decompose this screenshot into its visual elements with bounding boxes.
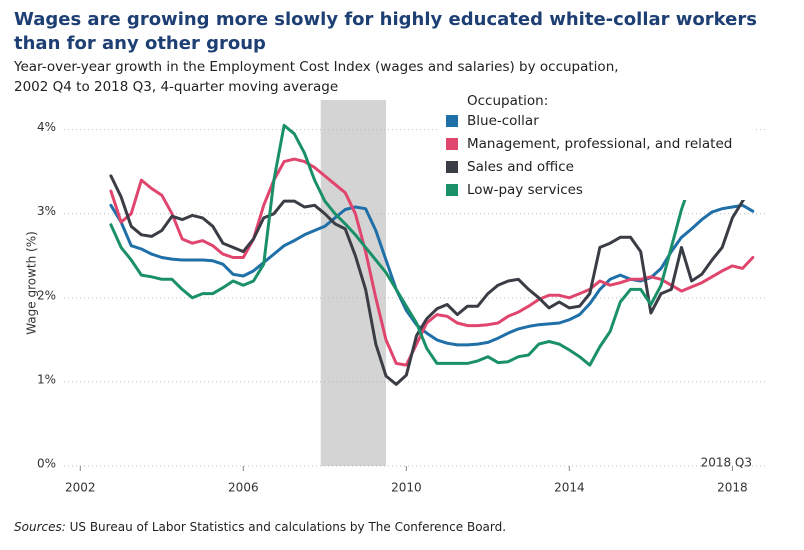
chart-subtitle: 2002 Q4 to 2018 Q3, 4-quarter moving ave… <box>14 79 338 95</box>
chart-title: Wages are growing more slowly for highly… <box>14 9 757 30</box>
legend-label: Blue-collar <box>467 113 539 129</box>
chart-title: than for any other group <box>14 33 266 54</box>
legend-swatch <box>446 184 458 196</box>
y-tick-label: 1% <box>37 372 56 386</box>
source-text: US Bureau of Labor Statistics and calcul… <box>70 520 506 534</box>
chart-subtitle: Year-over-year growth in the Employment … <box>13 59 619 75</box>
x-tick-label: 2018 <box>717 481 748 495</box>
y-tick-label: 0% <box>37 457 56 471</box>
y-tick-label: 4% <box>37 120 56 134</box>
legend-swatch <box>446 138 458 150</box>
source-label: Sources: <box>14 520 66 534</box>
y-tick-label: 3% <box>37 204 56 218</box>
legend-swatch <box>446 115 458 127</box>
x-tick-label: 2010 <box>391 481 422 495</box>
legend-title: Occupation: <box>467 93 548 109</box>
legend-swatch <box>446 161 458 173</box>
plot-area: 0% 1% 2% 3% 4% 2002 2006 2010 2014 2018 2018 Q3 Occ… <box>37 88 765 495</box>
legend-background <box>440 88 756 200</box>
legend-label: Management, professional, and related <box>467 136 732 152</box>
legend-label: Sales and office <box>467 159 574 175</box>
source: Sources: US Bureau of Labor Statistics a… <box>14 520 506 534</box>
y-tick-label: 2% <box>37 288 56 302</box>
series-line <box>109 123 755 367</box>
x-tick-label: 2002 <box>65 481 96 495</box>
x-tick-label: 2014 <box>554 481 585 495</box>
y-axis-label: Wage growth (%) <box>25 231 39 335</box>
series-line <box>109 174 755 386</box>
legend: Occupation: Blue-collar Management, profes… <box>440 88 756 200</box>
series-line <box>109 203 755 347</box>
recession-shade <box>320 100 386 466</box>
annotation: 2018 Q3 <box>701 456 752 470</box>
x-tick-label: 2006 <box>228 481 259 495</box>
legend-label: Low-pay services <box>467 182 583 198</box>
